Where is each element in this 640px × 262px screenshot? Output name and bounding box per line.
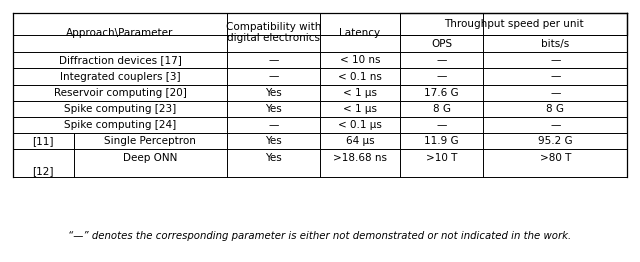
Text: [12]: [12]	[33, 166, 54, 176]
Text: < 10 ns: < 10 ns	[340, 55, 380, 65]
Text: Yes: Yes	[265, 88, 282, 98]
Text: < 1 μs: < 1 μs	[343, 88, 377, 98]
Text: 8 G: 8 G	[433, 104, 451, 114]
Text: —: —	[268, 72, 279, 81]
Text: Single Perceptron: Single Perceptron	[104, 136, 196, 146]
Text: Latency: Latency	[339, 28, 381, 38]
Text: 95.2 G: 95.2 G	[538, 136, 573, 146]
Text: >10 T: >10 T	[426, 153, 458, 163]
Text: “—” denotes the corresponding parameter is either not demonstrated or not indica: “—” denotes the corresponding parameter …	[68, 231, 572, 241]
Text: —: —	[550, 88, 561, 98]
Text: < 1 μs: < 1 μs	[343, 104, 377, 114]
Text: 8 G: 8 G	[546, 104, 564, 114]
Text: Approach\Parameter: Approach\Parameter	[67, 28, 173, 38]
Text: —: —	[268, 55, 279, 65]
Text: —: —	[436, 72, 447, 81]
Text: Throughput speed per unit: Throughput speed per unit	[444, 19, 584, 29]
Text: < 0.1 ns: < 0.1 ns	[338, 72, 382, 81]
Text: Spike computing [24]: Spike computing [24]	[64, 120, 176, 130]
Text: Deep ONN: Deep ONN	[124, 153, 177, 163]
Text: 17.6 G: 17.6 G	[424, 88, 459, 98]
Text: —: —	[268, 120, 279, 130]
Text: Yes: Yes	[265, 136, 282, 146]
Text: —: —	[550, 55, 561, 65]
Text: bits/s: bits/s	[541, 39, 570, 49]
Bar	[483, 13, 627, 35]
Text: Reservoir computing [20]: Reservoir computing [20]	[54, 88, 186, 98]
Text: Spike computing [23]: Spike computing [23]	[64, 104, 176, 114]
Text: —: —	[550, 120, 561, 130]
Text: OPS: OPS	[431, 39, 452, 49]
Text: Yes: Yes	[265, 153, 282, 163]
Text: 64 μs: 64 μs	[346, 136, 374, 146]
Text: 11.9 G: 11.9 G	[424, 136, 459, 146]
Text: Yes: Yes	[265, 104, 282, 114]
Text: —: —	[436, 120, 447, 130]
Text: >80 T: >80 T	[540, 153, 571, 163]
Text: —: —	[550, 72, 561, 81]
Text: [11]: [11]	[33, 136, 54, 146]
Text: —: —	[436, 55, 447, 65]
Text: Diffraction devices [17]: Diffraction devices [17]	[59, 55, 181, 65]
Text: < 0.1 μs: < 0.1 μs	[338, 120, 382, 130]
Text: >18.68 ns: >18.68 ns	[333, 153, 387, 163]
Text: Compatibility with
digital electronics: Compatibility with digital electronics	[226, 22, 321, 43]
Text: Integrated couplers [3]: Integrated couplers [3]	[60, 72, 180, 81]
